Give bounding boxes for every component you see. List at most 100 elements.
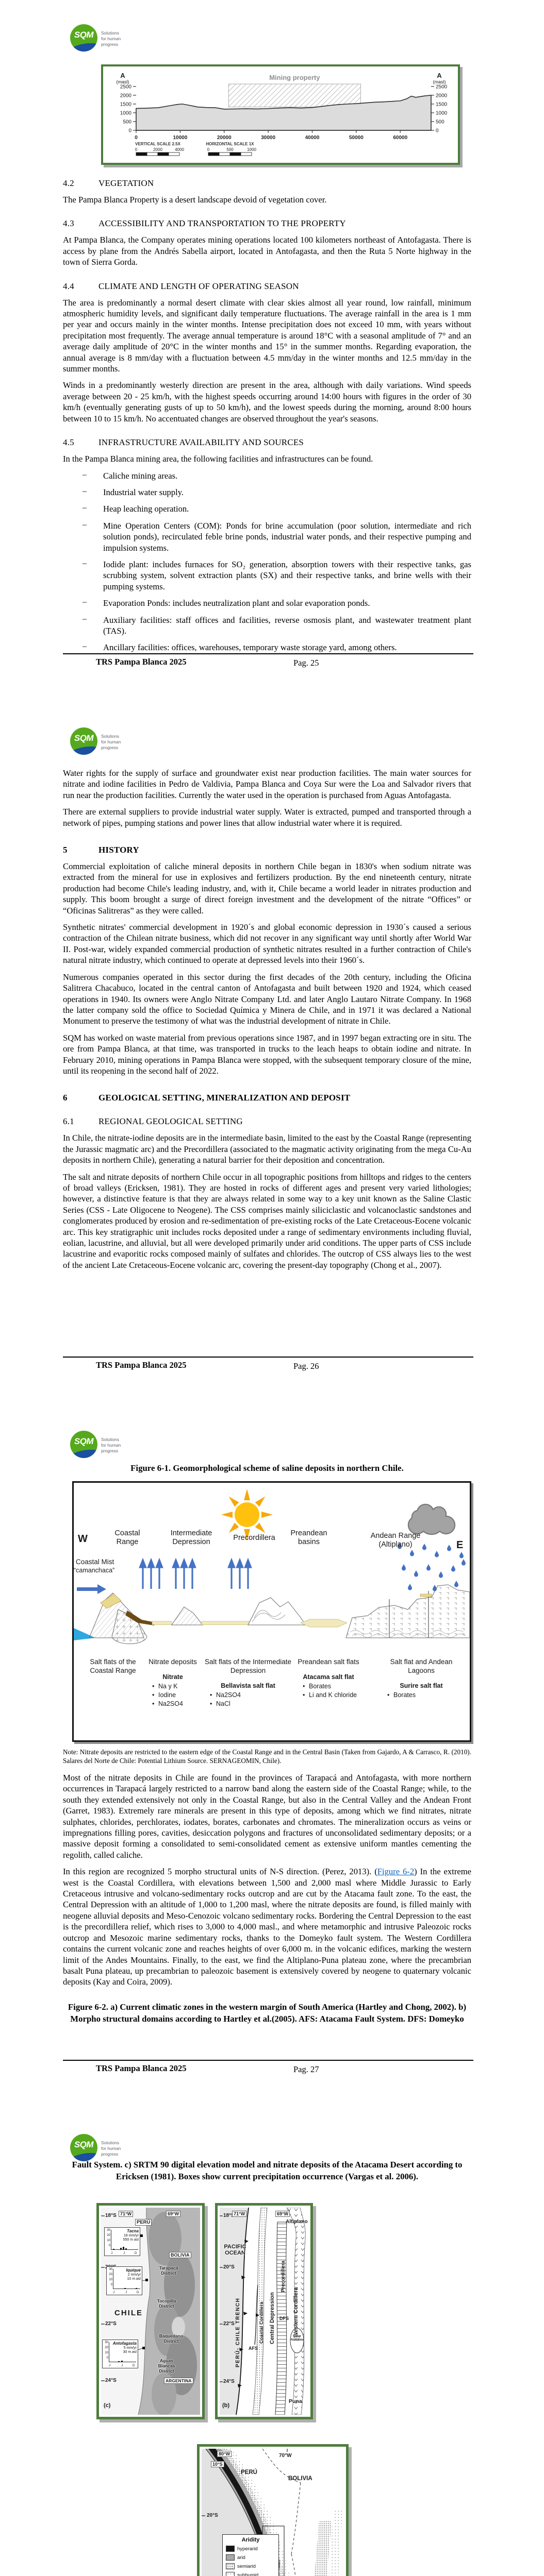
sqm-logo-mark: SQM	[70, 24, 97, 52]
country-label-argentina: ARGENTINA	[164, 2378, 193, 2384]
sqm-logo-mark: SQM	[70, 1431, 97, 1458]
tagline-line: progress	[101, 1448, 119, 1454]
district-label: Baquedano District	[159, 2333, 184, 2344]
unit-label-central-depression: Central Depression	[269, 2292, 275, 2344]
group-items: Na2SO4 NaCl	[204, 1691, 292, 1707]
unit-label-coastal-cordillera: Coastal Cordillera	[259, 2301, 265, 2344]
section-number: 4.5	[63, 437, 74, 448]
bullet-dash: –	[83, 614, 87, 623]
section-heading-4-2: 4.2 VEGETATION	[63, 178, 471, 189]
lon-label: 80°W	[217, 2451, 232, 2457]
legend-group-intermediate-salt-flats: Salt flats of the Intermediate Depressio…	[204, 1658, 292, 1707]
svg-text:10000: 10000	[173, 135, 187, 141]
precip-bar	[118, 2361, 120, 2362]
svg-text:0: 0	[207, 147, 210, 152]
west-direction-label: W	[78, 1533, 88, 1545]
zone-label-coastal-range: Coastal Range	[114, 1529, 140, 1546]
paragraph: Synthetic nitrates' commercial developme…	[63, 922, 471, 965]
bullet-item: – Ancillary facilities: offices, warehous…	[63, 642, 471, 653]
footer-page-number: Pag. 25	[293, 658, 319, 668]
paragraph: At Pampa Blanca, the Company operates mi…	[63, 235, 471, 267]
legend-row: hyperarid	[226, 2546, 275, 2552]
bullet-item: – Evaporation Ponds: includes neutralizat…	[63, 598, 471, 608]
precip-bar	[125, 2248, 127, 2250]
group-title: Nitrate deposits	[149, 1658, 197, 1666]
paragraph: In the Pampa Blanca mining area, the fol…	[63, 454, 373, 464]
group-item: Li and K chloride	[302, 1691, 360, 1699]
lat-label: 24°S	[105, 2378, 117, 2383]
svg-text:1000: 1000	[247, 147, 256, 152]
legend-group-andean-salt-flats: Salt flat and Andean Lagoons Surire salt…	[381, 1658, 461, 1699]
svg-text:2500: 2500	[436, 84, 448, 90]
svg-text:(masl): (masl)	[433, 79, 446, 84]
sqm-logo-mark: SQM	[70, 2134, 97, 2161]
footer-doc-title: TRS Pampa Blanca 2025	[96, 2063, 187, 2073]
unit-label-western-cordillera: Western Cordillera	[293, 2287, 299, 2337]
group-item: NaCl	[209, 1700, 292, 1707]
map-panel-b-morphostructural: 18°S 71°W 69°W PACIFIC OCEAN PERÚ- CHILE…	[215, 2203, 313, 2419]
sqm-logo-tagline: Solutions for human progress	[101, 30, 121, 52]
bullet-dash: –	[83, 642, 87, 651]
figure-6-2-caption-part2: Fault System. c) SRTM 90 digital elevati…	[72, 2160, 463, 2181]
section-title: VEGETATION	[98, 178, 154, 188]
group-item: Borates	[386, 1691, 461, 1699]
bullet-dash: –	[83, 486, 87, 496]
group-item: Na2SO4	[209, 1691, 292, 1699]
terrain-cross-section	[74, 1584, 470, 1645]
footer-doc-title: TRS Pampa Blanca 2025	[96, 657, 187, 667]
svg-text:1500: 1500	[120, 101, 132, 107]
group-items: Na y K Iodine Na2SO4	[146, 1683, 200, 1707]
paragraph: Winds in a predominantly westerly direct…	[63, 380, 471, 423]
sqm-logo-text: SQM	[74, 1436, 94, 1446]
lat-label: 10°S	[211, 2461, 224, 2467]
group-item: Borates	[302, 1683, 360, 1690]
tagline-line: progress	[101, 42, 119, 47]
precip-inset-antofagasta: 30 20 10 0 Antofagasta 5 mm/yr 30 m asl …	[102, 2340, 138, 2368]
svg-text:A: A	[120, 72, 125, 79]
svg-text:500: 500	[436, 119, 444, 125]
lat-label: 18°S	[105, 2213, 117, 2218]
bullet-item: – Mine Operation Centers (COM): Ponds for…	[63, 520, 471, 553]
group-title: Preandean salt flats	[298, 1658, 359, 1666]
coastal-mist-label: Coastal Mist	[76, 1558, 114, 1566]
section-heading-6: 6 GEOLOGICAL SETTING, MINERALIZATION AND …	[63, 1093, 471, 1103]
legend-row: subhumid	[226, 2572, 275, 2576]
bullet-text: Mine Operation Centers (COM): Ponds for …	[103, 520, 471, 553]
station-rate: 18 mm/yr	[123, 2234, 139, 2238]
map-b-drawing	[220, 2208, 308, 2415]
svg-text:1000: 1000	[120, 110, 132, 116]
section-title: CLIMATE AND LENGTH OF OPERATING SEASON	[98, 281, 299, 291]
lon-label: 70°W	[279, 2453, 292, 2459]
sqm-logo: SQM Solutions for human progress	[70, 727, 121, 755]
svg-text:VERTICAL SCALE 2.5X: VERTICAL SCALE 2.5X	[135, 142, 181, 146]
legend-swatch-semiarid	[226, 2563, 235, 2569]
lon-label: 69°W	[166, 2211, 181, 2217]
legend-row: arid	[226, 2554, 275, 2561]
paragraph: The salt and nitrate deposits of norther…	[63, 1172, 471, 1270]
salar-atacama-label: Salar Atacama	[290, 2334, 304, 2342]
zone-label-intermediate-depression: Intermediate Depression	[170, 1529, 212, 1546]
figure-6-2-link[interactable]: Figure 6-2	[377, 1867, 415, 1877]
tagline-line: Solutions	[101, 1437, 119, 1442]
station-rate: 2 mm/yr	[127, 2273, 141, 2277]
puna-label: Puna	[289, 2398, 302, 2404]
country-label-peru: PERÚ	[135, 2219, 152, 2226]
section-title: GEOLOGICAL SETTING, MINERALIZATION AND D…	[98, 1093, 351, 1103]
precip-bar	[123, 2247, 124, 2250]
legend-row: semiarid	[226, 2563, 275, 2569]
page-footer: TRS Pampa Blanca 2025 Pag. 26	[63, 1357, 473, 1371]
sqm-logo-tagline: Solutions for human progress	[101, 2140, 121, 2161]
svg-text:Mining property: Mining property	[269, 74, 320, 81]
evaporation-arrows	[139, 1557, 252, 1589]
paragraph: In this region are recognized 5 morpho s…	[63, 1866, 471, 1987]
figure-6-2-maps: 18°S 71°W 69°W PERÚ BOLIVIA CHILE ARGENT…	[96, 2203, 471, 2419]
group-item: Na y K	[151, 1683, 200, 1690]
country-label-peru: PERÚ	[241, 2469, 257, 2476]
page-26: SQM Solutions for human progress Water r…	[0, 703, 544, 1406]
bullet-item: – Iodide plant: includes furnaces for SO₂…	[63, 559, 471, 592]
section-title: ACCESSIBILITY AND TRANSPORTATION TO THE …	[98, 218, 346, 229]
sqm-logo: SQM Solutions for human progress	[70, 24, 121, 52]
section-title: REGIONAL GEOLOGICAL SETTING	[98, 1116, 243, 1127]
